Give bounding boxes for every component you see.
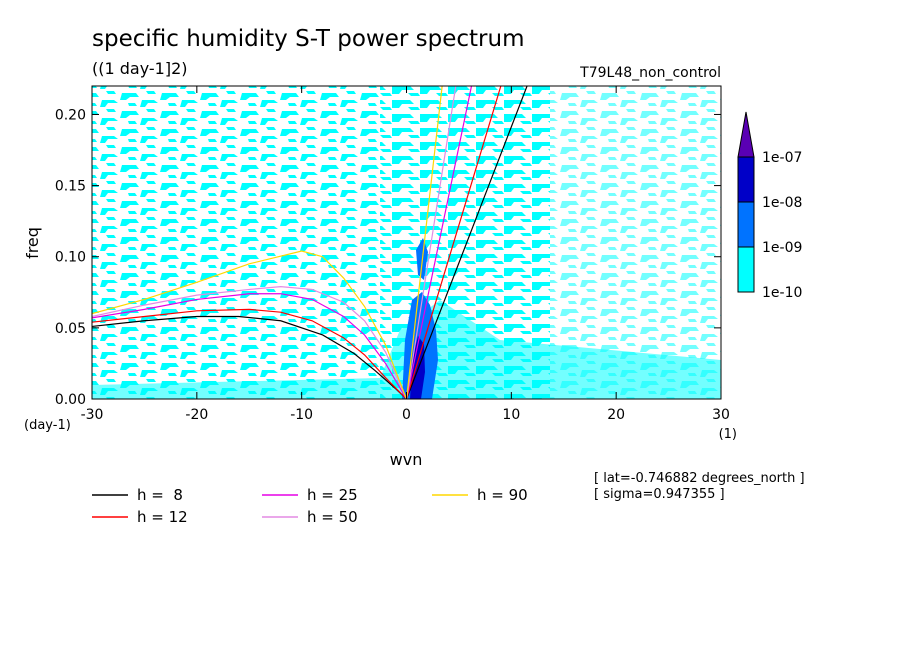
colorbar-swatch	[737, 201, 755, 248]
x-axis-unit: (1)	[719, 427, 737, 442]
legend-label: h = 12	[137, 508, 188, 526]
kelvin-curve-3	[405, 86, 457, 399]
x-tick-label: 10	[502, 407, 520, 423]
y-tick-label: 0.05	[55, 321, 86, 337]
kelvin-curve-2	[405, 86, 473, 399]
colorbar-label: 1e-09	[762, 240, 802, 256]
y-axis-unit: (day-1)	[24, 418, 71, 433]
y-axis-label: freq	[23, 227, 42, 259]
rossby-curve-2	[92, 293, 408, 399]
rossby-curve-0	[92, 315, 407, 399]
plot-area: -30 -20 -10 0 10 20 30 0.00 0.05 0.10 0.15 0.20	[55, 85, 730, 423]
dispersion-curves	[92, 86, 528, 399]
y-tick-label: 0.20	[55, 107, 86, 123]
x-tick-label: 20	[607, 407, 625, 423]
legend-label: h = 90	[477, 486, 528, 504]
kelvin-curve-0	[405, 86, 528, 399]
x-tick-label: 30	[712, 407, 730, 423]
x-tick-label: 0	[402, 407, 411, 423]
colorbar: 1e-10 1e-09 1e-08 1e-07	[737, 111, 802, 301]
x-axis-label: wvn	[390, 450, 423, 469]
rossby-curve-4	[92, 250, 408, 399]
colorbar-swatch	[737, 156, 755, 203]
colorbar-label: 1e-10	[762, 285, 802, 301]
rossby-curve-3	[92, 286, 408, 399]
colorbar-swatch	[737, 246, 755, 293]
colorbar-label: 1e-07	[762, 150, 802, 166]
chart-title: specific humidity S-T power spectrum	[92, 26, 524, 52]
power-field	[92, 86, 721, 399]
legend: h = 8 h = 12 h = 25 h = 50 h = 90	[92, 486, 528, 526]
x-axis: -30 -20 -10 0 10 20 30	[81, 86, 730, 423]
rossby-curve-1	[92, 308, 407, 399]
x-tick-label: -10	[290, 407, 313, 423]
kelvin-curve-4	[405, 86, 443, 399]
y-tick-label: 0.10	[55, 250, 86, 266]
sigma-note: [ sigma=0.947355 ]	[594, 487, 725, 502]
legend-label: h = 25	[307, 486, 358, 504]
kelvin-curve-1	[405, 86, 502, 399]
colorbar-extension	[737, 111, 755, 158]
x-tick-label: -30	[81, 407, 104, 423]
legend-label: h = 50	[307, 508, 358, 526]
run-label: T79L48_non_control	[579, 65, 721, 81]
colorbar-label: 1e-08	[762, 195, 802, 211]
units-label: ((1 day-1]2)	[92, 59, 188, 78]
latitude-note: [ lat=-0.746882 degrees_north ]	[594, 471, 805, 486]
cyan-texture-east	[550, 86, 721, 399]
y-tick-label: 0.00	[55, 392, 86, 408]
cyan-texture-west	[92, 86, 392, 399]
legend-label: h = 8	[137, 486, 183, 504]
y-axis: 0.00 0.05 0.10 0.15 0.20	[55, 107, 721, 408]
x-tick-label: -20	[185, 407, 208, 423]
y-tick-label: 0.15	[55, 179, 86, 195]
